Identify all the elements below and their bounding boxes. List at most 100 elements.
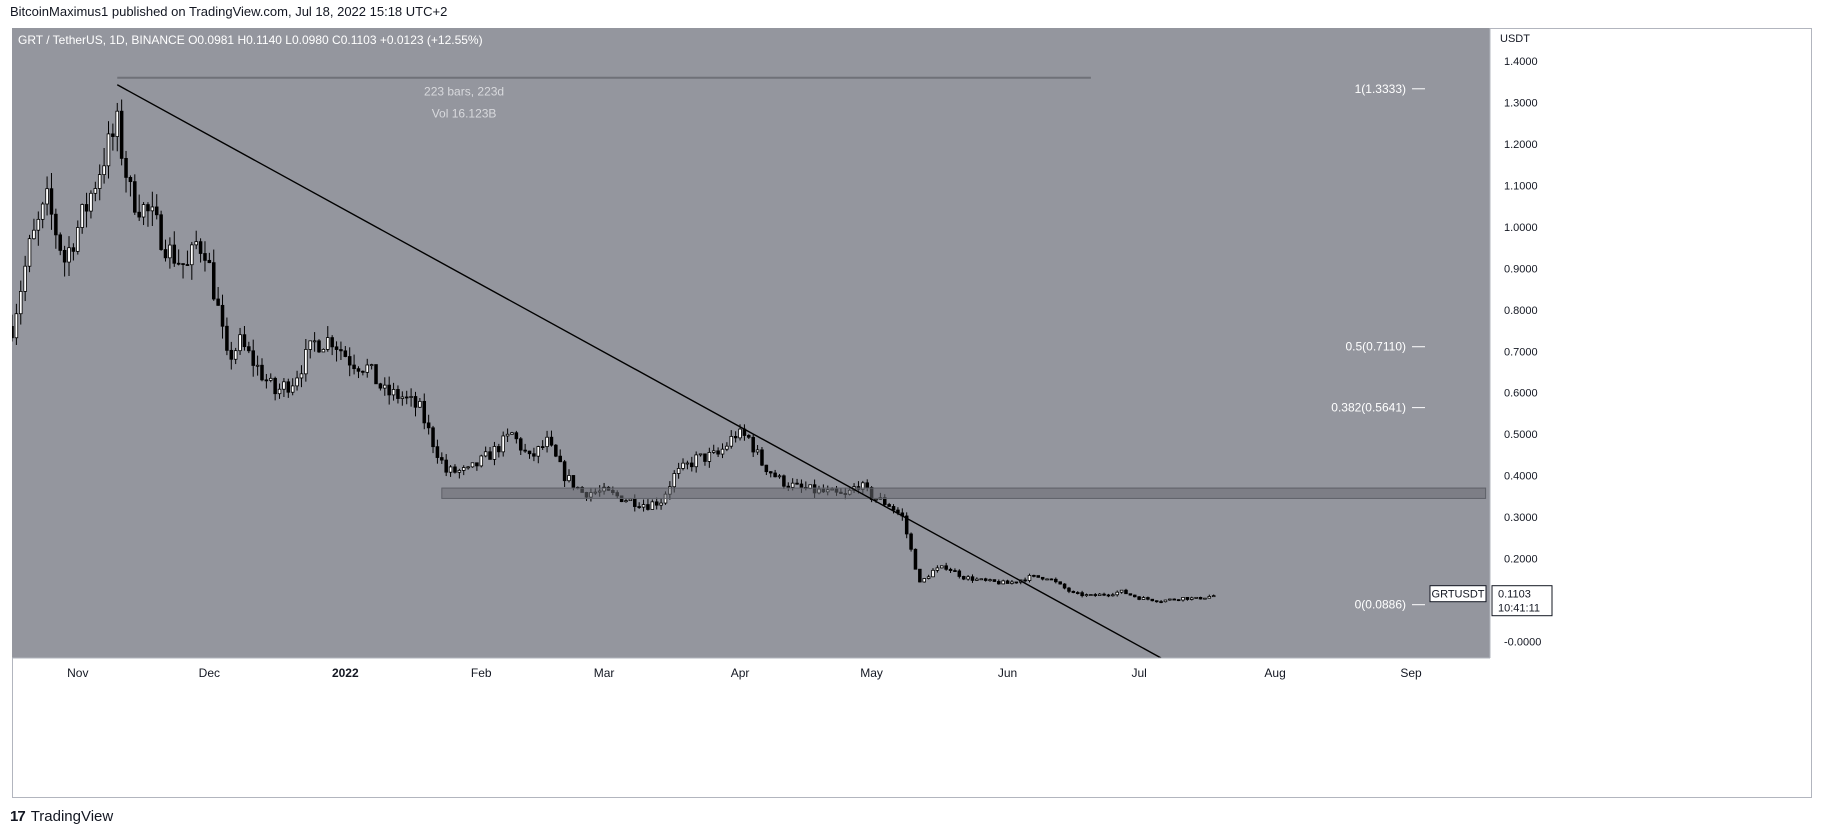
candle-body (1049, 578, 1054, 581)
candle-body (238, 334, 242, 352)
candle-body (988, 579, 992, 582)
candle-body (181, 263, 185, 265)
candle-body (172, 244, 177, 264)
axes: USDT 1.4000 1.3000 1.2000 1.1000 1.0000 0.9000… (12, 28, 1553, 680)
candle-body (1014, 581, 1019, 584)
candle-body (374, 364, 378, 385)
candle-body (650, 501, 655, 510)
y-tick-label: 0.6000 (1504, 388, 1538, 400)
x-tick-label: Sep (1400, 666, 1422, 680)
candle-body (681, 462, 685, 469)
candle-body (961, 576, 966, 580)
fib-level-label: 0.5(0.7110) (1346, 340, 1407, 354)
candle-body (1119, 589, 1124, 593)
candle-body (216, 298, 220, 306)
candle-body (483, 451, 488, 457)
measure-bars-label: 223 bars, 223d (424, 85, 504, 99)
candle-body (698, 453, 703, 456)
tradingview-logo-text[interactable]: TradingView (30, 808, 114, 825)
candle-body (1194, 596, 1198, 599)
candle-body (641, 504, 646, 508)
candle-body (326, 337, 330, 350)
candle-body (729, 436, 734, 447)
footer: 17 TradingView (10, 808, 113, 825)
candle-body (865, 482, 869, 488)
candle-body (975, 578, 979, 581)
candle-body (755, 449, 760, 453)
candle-body (448, 466, 453, 473)
candle-body (247, 346, 251, 352)
candle-body (1001, 580, 1005, 585)
candle-body (36, 218, 41, 231)
candle-body (558, 455, 562, 463)
y-tick-label: 1.4000 (1504, 56, 1538, 68)
last-price-tag (1491, 585, 1553, 617)
y-tick-label: 1.2000 (1504, 139, 1538, 151)
candle-body (14, 313, 19, 339)
publish-info: BitcoinMaximus1 published on TradingView… (10, 4, 448, 19)
candle-body (716, 450, 720, 455)
candle-body (198, 241, 203, 254)
candle-body (400, 396, 405, 399)
candle-body (948, 568, 953, 571)
candle-body (54, 213, 58, 236)
y-tick-label: 0.3000 (1504, 512, 1538, 524)
candle-body (435, 446, 440, 458)
candle-body (89, 192, 93, 212)
y-tick-label: -0.0000 (1504, 636, 1541, 648)
candle-body (12, 326, 14, 339)
candle-body (255, 364, 260, 367)
candle-body (211, 262, 216, 300)
candle-body (470, 462, 475, 468)
candle-body (782, 475, 786, 487)
candle-body (567, 475, 571, 482)
candle-body (764, 464, 769, 473)
candle-body (176, 262, 181, 265)
candle-body (1058, 581, 1062, 585)
candle-body (40, 203, 45, 220)
candle-body (97, 174, 102, 189)
candle-body (440, 457, 444, 461)
candle-body (1075, 592, 1080, 594)
candle-body (1185, 597, 1190, 600)
candle-body (361, 370, 365, 373)
candle-body (944, 565, 948, 570)
candle-body (720, 448, 725, 455)
candle-body (461, 467, 466, 471)
candle-body (45, 188, 49, 205)
candle-body (1097, 593, 1102, 596)
price-chart[interactable]: 223 bars, 223d Vol 16.123B 1(1.3333) 0.5(0.… (12, 28, 1812, 798)
candle-body (1080, 592, 1084, 597)
candle-body (1036, 575, 1041, 578)
candle-body (141, 204, 146, 218)
candle-body (308, 340, 312, 350)
candle-body (983, 578, 988, 581)
candle-body (918, 568, 922, 583)
candle-body (554, 444, 558, 457)
candle-body (194, 241, 198, 246)
candle-body (264, 379, 269, 382)
candle-body (768, 471, 773, 474)
candle-body (540, 446, 545, 448)
candle-body (1010, 581, 1014, 584)
candle-body (633, 498, 637, 507)
candle-body (685, 462, 690, 465)
candle-body (711, 450, 716, 453)
candle-body (207, 259, 212, 264)
candle-body (970, 576, 975, 581)
descending-trendline (116, 84, 1162, 659)
candle-body (773, 472, 777, 478)
candle-body (133, 181, 137, 213)
candle-body (1150, 598, 1155, 602)
tradingview-logo-icon[interactable]: 17 (10, 808, 26, 825)
candle-body (1176, 599, 1181, 602)
x-tick-label: Feb (471, 666, 492, 680)
candle-body (953, 570, 957, 572)
plot-area[interactable] (12, 28, 1490, 658)
candle-body (676, 468, 681, 474)
candle-body (269, 377, 273, 381)
candle-body (150, 206, 155, 212)
candle-body (874, 498, 878, 501)
candle-body (273, 377, 277, 395)
candle-body (67, 247, 71, 263)
